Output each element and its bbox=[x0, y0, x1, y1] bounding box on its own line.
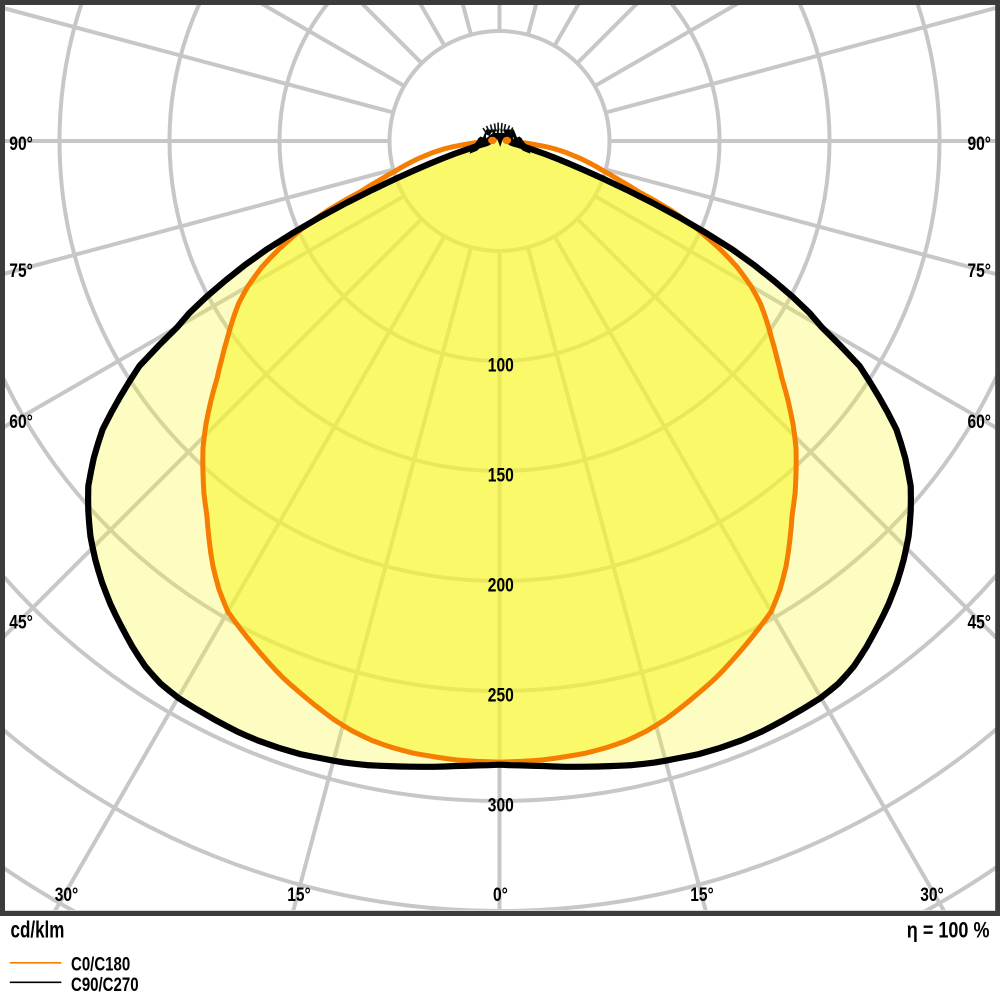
svg-text:cd/klm: cd/klm bbox=[11, 918, 65, 943]
svg-text:45°: 45° bbox=[9, 611, 33, 633]
svg-text:η = 100 %: η = 100 % bbox=[907, 919, 990, 943]
svg-text:75°: 75° bbox=[967, 260, 991, 282]
svg-text:C0/C180: C0/C180 bbox=[71, 954, 130, 975]
svg-text:90°: 90° bbox=[967, 133, 991, 155]
svg-text:45°: 45° bbox=[967, 611, 991, 633]
svg-text:150: 150 bbox=[488, 464, 514, 486]
svg-text:60°: 60° bbox=[9, 411, 33, 433]
svg-text:30°: 30° bbox=[920, 884, 944, 906]
svg-text:75°: 75° bbox=[9, 260, 33, 282]
svg-text:300: 300 bbox=[488, 794, 514, 816]
svg-text:15°: 15° bbox=[287, 884, 311, 906]
svg-text:250: 250 bbox=[488, 684, 514, 706]
svg-text:C90/C270: C90/C270 bbox=[71, 974, 139, 995]
svg-text:0°: 0° bbox=[493, 884, 508, 906]
svg-text:30°: 30° bbox=[55, 884, 79, 906]
svg-text:60°: 60° bbox=[967, 411, 991, 433]
svg-text:200: 200 bbox=[488, 574, 514, 596]
svg-text:15°: 15° bbox=[690, 884, 714, 906]
svg-text:100: 100 bbox=[488, 354, 514, 376]
svg-text:90°: 90° bbox=[9, 133, 33, 155]
